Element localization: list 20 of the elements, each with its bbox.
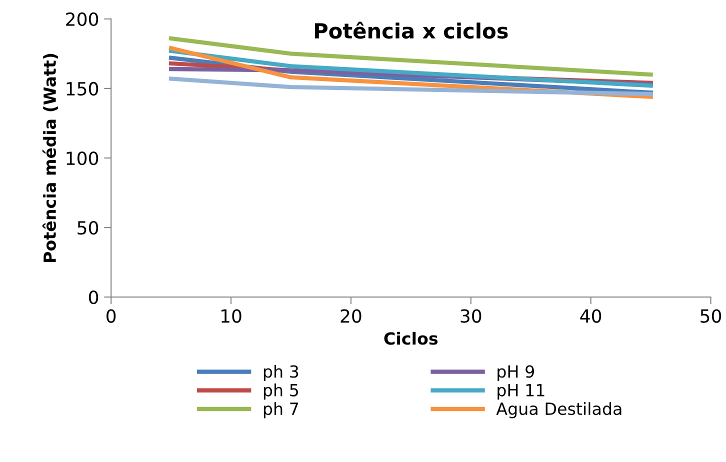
- legend-label: ph 3: [264, 364, 298, 382]
- x-axis-title: Ciclos: [384, 332, 438, 345]
- y-tick-label: 0: [88, 290, 98, 304]
- x-tick-label: 40: [580, 309, 602, 323]
- legend-label: ph 7: [264, 402, 298, 418]
- x-tick-label: 10: [222, 309, 242, 323]
- x-tick-label: 30: [460, 309, 482, 323]
- y-tick-label: 200: [66, 12, 98, 26]
- legend-label: ph 5: [264, 384, 298, 400]
- x-tick-label: 0: [106, 309, 116, 323]
- y-axis-title: Potência média (Watt): [42, 54, 58, 262]
- y-tick-label: 150: [66, 82, 98, 96]
- x-tick-label: 50: [700, 309, 722, 323]
- y-tick-label: 100: [66, 151, 98, 166]
- x-tick-label: 20: [340, 309, 362, 323]
- chart-title: Potência x ciclos: [314, 22, 508, 39]
- y-tick-label: 50: [78, 220, 98, 235]
- legend-label: Agua Destilada: [496, 402, 622, 418]
- legend-label: pH 11: [498, 384, 544, 400]
- legend-label: pH 9: [498, 365, 534, 382]
